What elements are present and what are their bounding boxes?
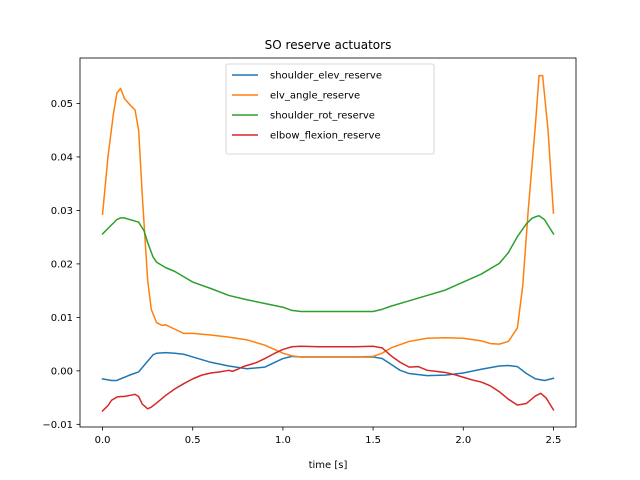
legend-label-0: shoulder_elev_reserve [270, 71, 382, 82]
y-tick-label: 0.00 [51, 366, 73, 377]
x-axis-label: time [s] [309, 460, 348, 471]
x-tick-label: 2.0 [455, 435, 471, 446]
legend: shoulder_elev_reserve elv_angle_reservesh… [225, 63, 435, 155]
series-line-2 [101, 215, 555, 313]
series-line-3 [101, 345, 555, 413]
plot-frame [79, 57, 577, 428]
legend-label-1: elv_angle_reserve [270, 91, 360, 102]
series-layer [101, 74, 555, 413]
y-tick-label: 0.03 [51, 206, 73, 217]
y-tick-label: −0.01 [42, 420, 73, 431]
legend-box [225, 63, 435, 155]
x-axis: 0.0 0.5 1.0 1.5 2.0 2.5 [95, 427, 562, 446]
y-tick-label: 0.05 [51, 99, 73, 110]
y-tick-label: 0.01 [51, 313, 73, 324]
y-axis: −0.01 0.00 0.01 0.02 0.03 0.04 0.05 [42, 99, 80, 431]
x-tick-label: 0.0 [95, 435, 111, 446]
chart-title: SO reserve actuators [265, 38, 392, 52]
y-tick-label: 0.04 [51, 152, 73, 163]
series-line-1 [101, 74, 555, 358]
x-tick-label: 0.5 [185, 435, 201, 446]
x-tick-label: 2.5 [546, 435, 562, 446]
legend-label-3: elbow_flexion_reserve [270, 131, 381, 142]
legend-label-2: shoulder_rot_reserve [270, 111, 375, 122]
y-tick-label: 0.02 [51, 259, 73, 270]
x-tick-label: 1.0 [275, 435, 291, 446]
x-tick-label: 1.5 [365, 435, 381, 446]
